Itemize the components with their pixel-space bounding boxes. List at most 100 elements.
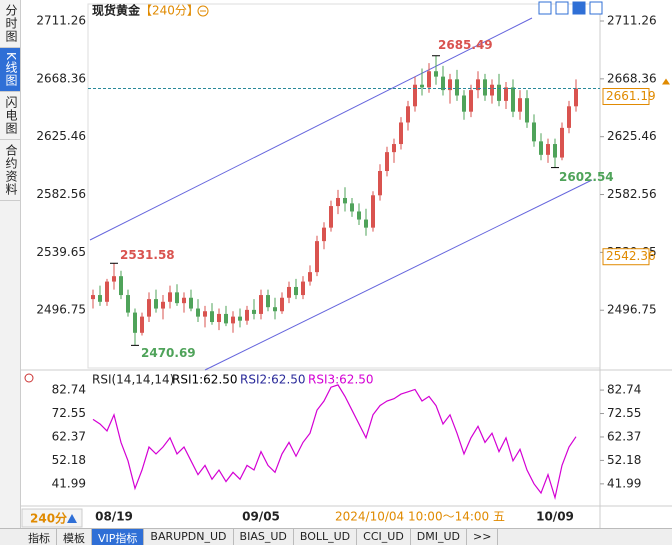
y-tick-label: 82.74 [52, 383, 86, 397]
candle-body [252, 309, 256, 314]
candle-body [112, 276, 116, 282]
candle-body [476, 79, 480, 91]
candle-body [378, 171, 382, 196]
settings-icon[interactable] [24, 373, 34, 383]
candle-body [168, 292, 172, 302]
channel-lower [204, 179, 593, 371]
tab[interactable]: VIP指标 [92, 529, 145, 545]
y-tick-label: 62.37 [52, 429, 86, 443]
period-selector[interactable] [21, 508, 83, 528]
candle-body [427, 71, 431, 88]
candle-body [539, 141, 543, 155]
sidebar-tab[interactable]: K线图 [0, 48, 20, 92]
candle-body [560, 127, 564, 158]
candle-body [91, 295, 95, 300]
y-tick-label-right: 2668.36 [607, 71, 657, 85]
last-price-label: 2661.19 [606, 89, 656, 103]
price-pane [87, 3, 601, 369]
candle-body [455, 79, 459, 96]
tab[interactable]: BOLL_UD [294, 529, 358, 545]
candle-body [504, 87, 508, 101]
y-tick-label-right: 2625.46 [607, 129, 657, 143]
candle-body [525, 98, 529, 123]
indicator-title: RSI(14,14,14) [92, 373, 174, 387]
candle-body [392, 144, 396, 153]
tool-icon[interactable] [538, 1, 552, 15]
candle-body [308, 272, 312, 282]
extreme-label: 2470.69 [141, 346, 196, 360]
tool-icon[interactable] [589, 1, 603, 15]
candle-body [238, 316, 242, 321]
x-tick-label: 10/09 [536, 510, 574, 524]
candle-body [119, 276, 123, 296]
y-tick-label-right: 2582.56 [607, 187, 657, 201]
candle-body [196, 308, 200, 317]
y-tick-label: 2625.46 [36, 129, 86, 143]
tab[interactable]: CCI_UD [357, 529, 411, 545]
candle-body [553, 144, 557, 158]
tool-icon[interactable] [555, 1, 569, 15]
y-tick-label-right: 52.18 [607, 453, 641, 467]
chart: 现货黄金 【240分】 240分 2024/10/04 10:00～14:00 … [20, 1, 672, 528]
tab[interactable]: >> [467, 529, 499, 545]
tab[interactable]: BIAS_UD [234, 529, 294, 545]
candle-body [98, 295, 102, 302]
candle-body [357, 211, 361, 220]
sidebar-tab[interactable]: 闪电图 [0, 92, 20, 140]
tab[interactable]: 模板 [57, 529, 92, 545]
candle-body [329, 206, 333, 228]
sidebar-tab[interactable]: 分时图 [0, 0, 20, 48]
legend-entry: RSI3:62.50 [308, 373, 374, 387]
y-tick-label: 52.18 [52, 453, 86, 467]
candle-body [259, 295, 263, 314]
candle-body [406, 106, 410, 123]
candle-body [350, 203, 354, 212]
reference-price-box [602, 248, 650, 266]
candle-body [280, 297, 284, 312]
candle-body [441, 76, 445, 91]
candle-body [175, 292, 179, 304]
candle-body [301, 281, 305, 296]
tab[interactable]: BARUPDN_UD [144, 529, 234, 545]
extreme-label: 2531.58 [120, 248, 175, 262]
candle-body [462, 95, 466, 112]
candle-body [105, 281, 109, 302]
candle-body [518, 98, 522, 112]
tool-icon[interactable] [572, 1, 586, 15]
candle-body [511, 87, 515, 112]
y-tick-label-right: 72.55 [607, 406, 641, 420]
y-tick-label-right: 2496.75 [607, 303, 657, 317]
candle-body [133, 312, 137, 333]
sidebar-tab[interactable]: 合约资料 [0, 140, 20, 201]
y-tick-label-right: 82.74 [607, 383, 641, 397]
candle-body [315, 241, 319, 273]
candle-body [266, 295, 270, 308]
candle-body [140, 316, 144, 333]
indicator-tabs: 指标 模板 VIP指标 BARUPDN_UD BIAS_UD BOLL_UD CCI_UD D… [0, 528, 672, 545]
selector-arrow [67, 514, 77, 523]
candle-body [532, 122, 536, 142]
y-tick-label: 2496.75 [36, 303, 86, 317]
candle-body [154, 299, 158, 309]
add-icon[interactable] [197, 5, 209, 17]
candle-body [294, 286, 298, 296]
candle-body [546, 144, 550, 155]
title: 现货黄金 [92, 3, 141, 18]
cursor-time: 2024/10/04 10:00～14:00 五 [335, 510, 505, 524]
candle-body [574, 88, 578, 107]
legend-entry: RSI2:62.50 [240, 373, 306, 387]
candle-body [371, 195, 375, 228]
y-tick-label: 2539.65 [36, 245, 86, 259]
tab[interactable]: DMI_UD [411, 529, 468, 545]
last-price-arrow [662, 78, 670, 85]
tab[interactable]: 指标 [22, 529, 57, 545]
candle-body [203, 311, 207, 317]
x-tick-label: 09/05 [242, 510, 280, 524]
reference-price-label: 2542.36 [606, 249, 656, 263]
y-tick-label: 41.99 [52, 476, 86, 490]
y-tick-label: 2668.36 [36, 71, 86, 85]
channel-upper [89, 17, 533, 241]
y-tick-label: 72.55 [52, 406, 86, 420]
candle-body [385, 152, 389, 172]
